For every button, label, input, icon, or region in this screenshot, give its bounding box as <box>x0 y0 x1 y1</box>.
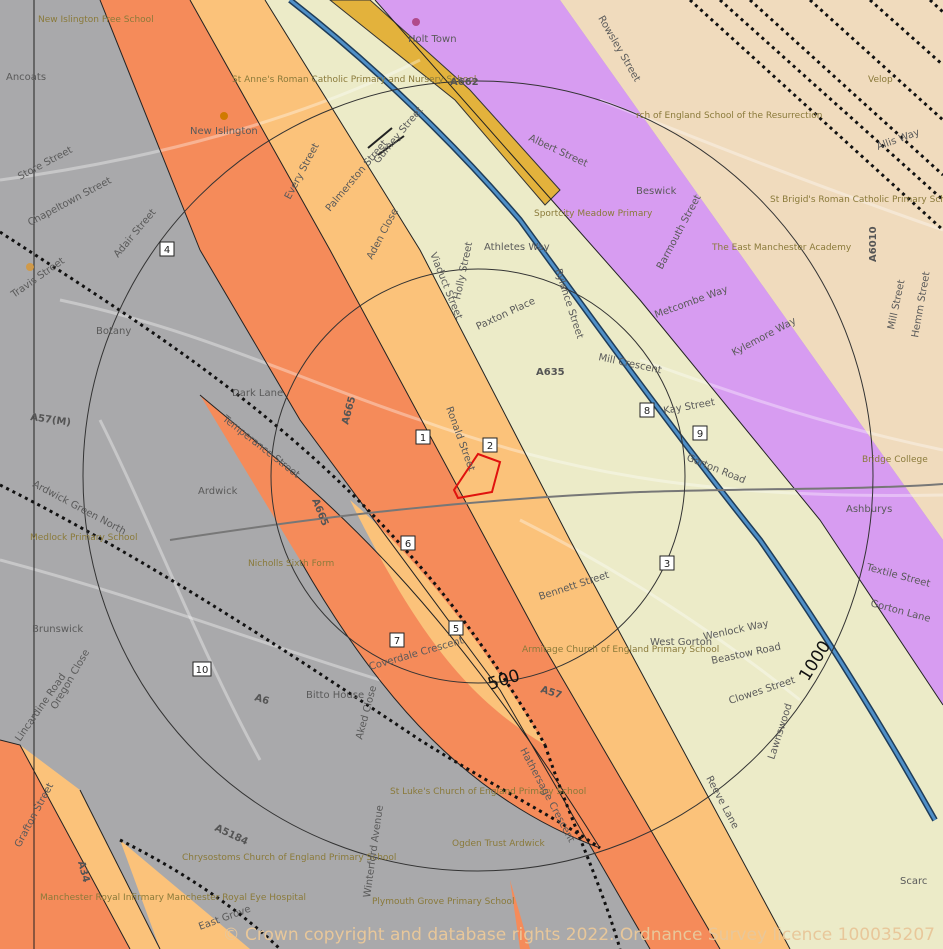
road-texture <box>0 58 943 761</box>
place-ashburys: Ashburys <box>846 504 892 515</box>
light-orange-band <box>190 0 790 949</box>
site-boundary[interactable] <box>452 452 502 500</box>
railway-line <box>169 483 943 541</box>
light-orange-band-bl <box>20 745 160 949</box>
station-dot <box>26 263 34 271</box>
place-church-school: rch of England School of the Resurrectio… <box>636 111 822 121</box>
marker-1[interactable]: 1 <box>415 429 431 445</box>
marker-7[interactable]: 7 <box>389 632 405 648</box>
place-labels: New Islington Free School Holt Town Anco… <box>6 15 943 907</box>
light-orange-lens <box>350 500 545 745</box>
buffer-500 <box>270 268 686 684</box>
street-a6010: A6010 <box>868 226 879 262</box>
place-plymouth-grove: Plymouth Grove Primary School <box>372 897 515 907</box>
place-st-annes: St Anne's Roman Catholic Primary and Nur… <box>232 75 476 85</box>
orange-lens <box>200 395 600 848</box>
marker-5-label: 5 <box>453 624 459 635</box>
place-armitage: Armitage Church of England Primary Schoo… <box>522 645 719 655</box>
marker-9-label: 9 <box>697 429 703 440</box>
street-a662: A662 <box>450 77 479 88</box>
place-chrysostoms: Chrysostoms Church of England Primary Sc… <box>182 853 396 863</box>
marker-2-label: 2 <box>487 441 493 452</box>
marker-8-label: 8 <box>644 406 650 417</box>
place-west-gorton: West Gorton <box>650 637 712 648</box>
street-scarc: Scarc <box>900 876 927 887</box>
marker-3-label: 3 <box>664 559 670 570</box>
place-ogden-trust: Ogden Trust Ardwick <box>452 839 545 849</box>
place-ancoats: Ancoats <box>6 72 46 83</box>
place-brunswick: Brunswick <box>32 624 83 635</box>
orange-band <box>100 0 720 949</box>
place-st-lukes: St Luke's Church of England Primary Scho… <box>390 787 586 797</box>
marker-10-label: 10 <box>196 665 209 676</box>
marker-4-label: 4 <box>164 245 170 256</box>
place-velop: Velop <box>868 75 893 85</box>
light-orange-band-bl2 <box>120 840 250 949</box>
buffer-1000 <box>82 80 874 872</box>
street-a34: A34 <box>75 860 91 884</box>
marker-4[interactable]: 4 <box>159 241 175 257</box>
street-botany: Botany <box>96 326 131 337</box>
marker-6[interactable]: 6 <box>400 535 416 551</box>
orange-band-bl <box>0 740 130 949</box>
marker-1-label: 1 <box>420 433 426 444</box>
marker-2[interactable]: 2 <box>482 437 498 453</box>
canal <box>289 0 937 821</box>
place-mri: Manchester Royal Infirmary Manchester Ro… <box>40 893 306 903</box>
yellow-strip <box>329 0 561 206</box>
place-st-brigids: St Brigid's Roman Catholic Primary Schoo… <box>770 195 943 205</box>
structure-marks <box>367 127 405 156</box>
place-bridge-college: Bridge College <box>862 455 928 465</box>
marker-9[interactable]: 9 <box>692 425 708 441</box>
cream-band <box>265 0 943 949</box>
place-new-islington: New Islington <box>190 126 258 137</box>
marker-10[interactable]: 10 <box>192 661 212 677</box>
purple-band <box>375 0 943 705</box>
marker-3[interactable]: 3 <box>659 555 675 571</box>
place-holt-town: Holt Town <box>408 34 457 45</box>
marker-5[interactable]: 5 <box>448 620 464 636</box>
marker-7-label: 7 <box>394 636 400 647</box>
orange-sliver <box>510 880 530 949</box>
place-medlock-primary: Medlock Primary School <box>30 533 138 543</box>
marker-8[interactable]: 8 <box>639 402 655 418</box>
place-sports-city: Sportcity Meadow Primary <box>534 209 653 219</box>
street-athletes-way: Athletes Way <box>484 242 550 253</box>
new-islington-dot <box>220 112 228 120</box>
place-new-islington-free-school: New Islington Free School <box>38 15 154 25</box>
copyright-notice: © Crown copyright and database rights 20… <box>223 925 935 945</box>
place-east-manchester-academy: The East Manchester Academy <box>711 243 852 253</box>
street-bitto-house: Bitto House <box>306 690 364 701</box>
place-nicholls-sixth-form: Nicholls Sixth Form <box>248 559 334 569</box>
street-a635: A635 <box>536 367 565 378</box>
street-a6: A6 <box>253 692 270 707</box>
street-dark-lane: Dark Lane <box>232 388 283 399</box>
holt-town-dot <box>412 18 420 26</box>
place-ardwick: Ardwick <box>198 486 238 497</box>
place-beswick: Beswick <box>636 186 677 197</box>
marker-group: 1 2 3 4 5 6 7 8 9 10 <box>159 241 708 677</box>
marker-6-label: 6 <box>405 539 411 550</box>
